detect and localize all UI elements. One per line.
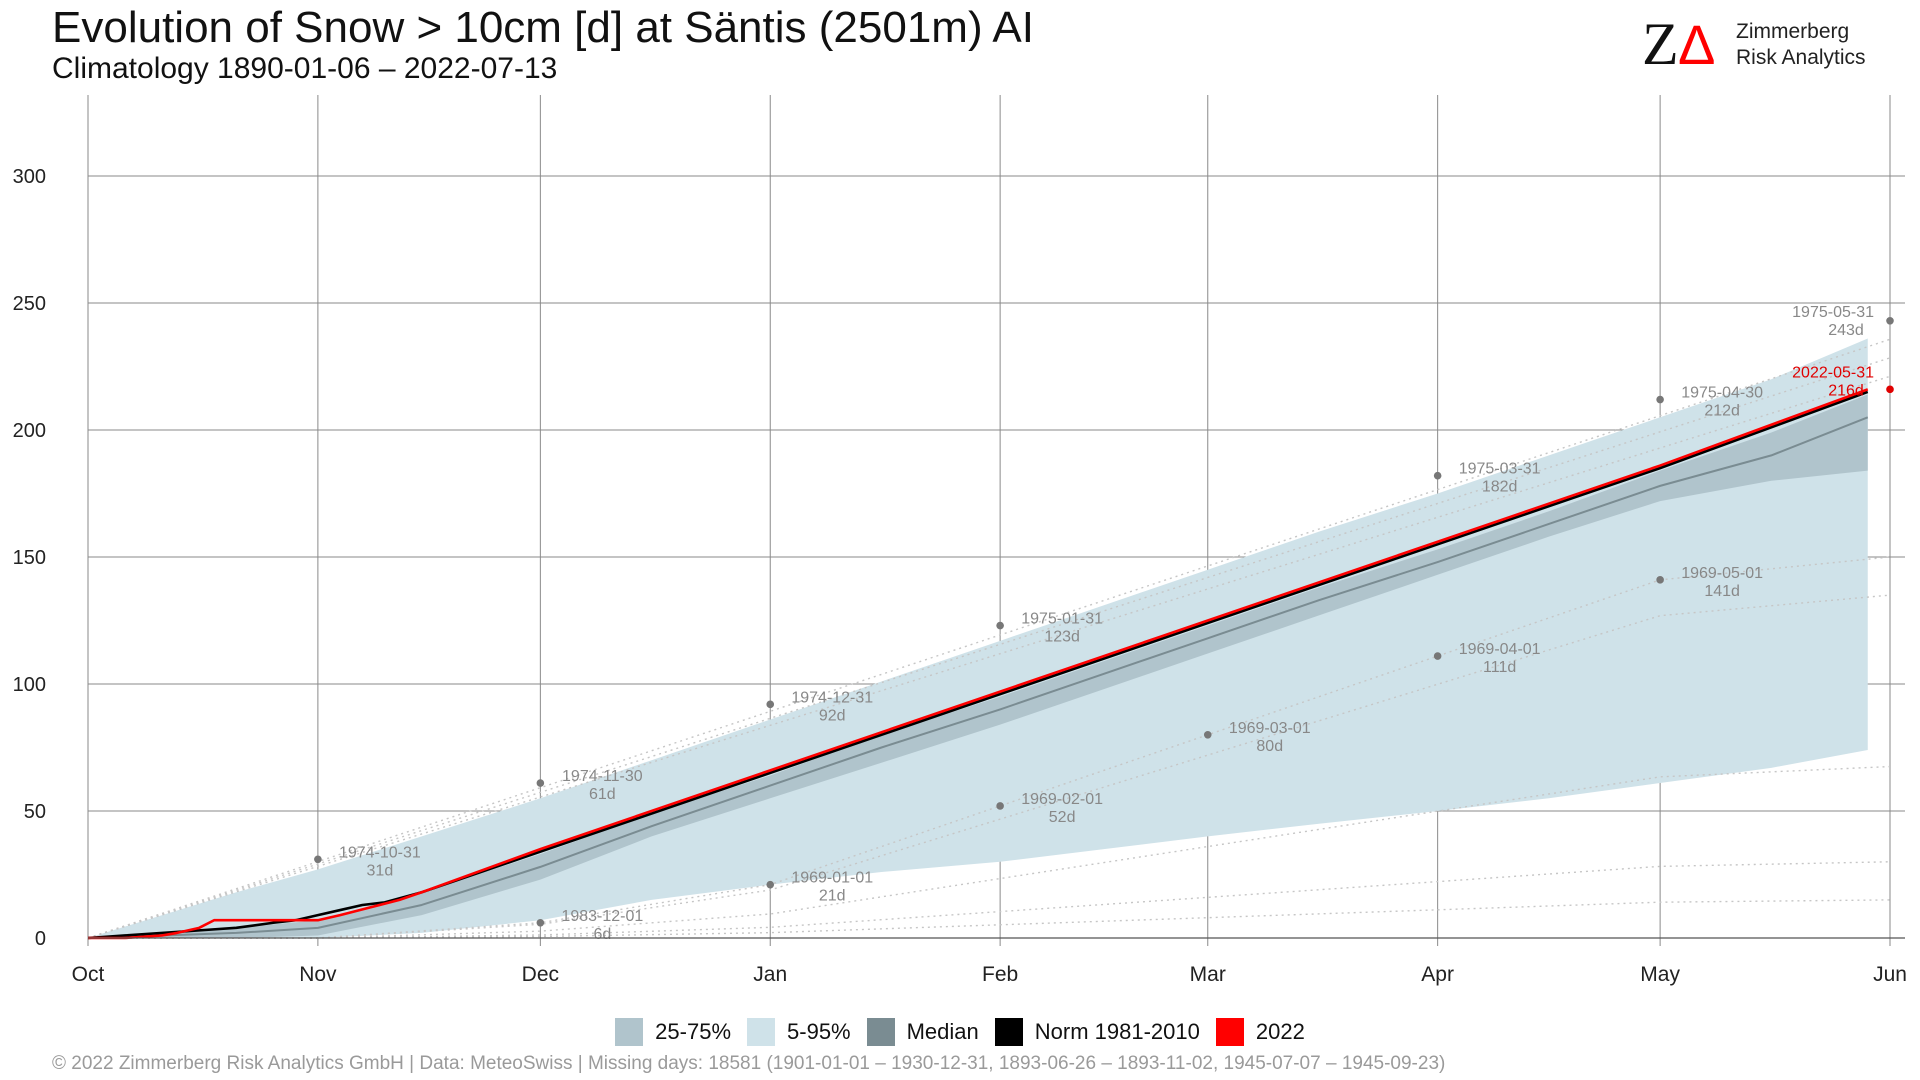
annotation-value: 216d	[1828, 382, 1864, 399]
x-tick-label: Feb	[982, 963, 1018, 986]
series-lines	[87, 388, 1869, 940]
annotation-date: 1969-01-01	[791, 870, 873, 887]
logo-mark-delta: Δ	[1678, 13, 1715, 74]
legend-swatch	[1215, 1018, 1244, 1047]
annotation-date: 1975-01-31	[1021, 611, 1103, 628]
y-tick-label: 150	[13, 547, 46, 569]
annotation-value: 111d	[1483, 659, 1516, 676]
record-max-line	[87, 357, 1891, 939]
legend-item: Median	[866, 1018, 979, 1047]
annotation-point	[1656, 395, 1664, 404]
annotation-date: 1975-03-31	[1459, 461, 1541, 478]
band-5-95-area	[88, 338, 1868, 938]
legend-label: Norm 1981-2010	[1034, 1019, 1200, 1045]
legend-label: Median	[906, 1019, 979, 1045]
y-tick-label: 250	[13, 293, 46, 315]
annotation-value: 21d	[819, 888, 846, 905]
annotation-date: 2022-05-31	[1792, 364, 1874, 381]
legend-swatch	[615, 1018, 644, 1047]
record-max-line	[87, 375, 1891, 939]
x-tick-label: Nov	[299, 963, 337, 986]
legend-item: 5-95%	[747, 1018, 851, 1047]
annotation-point	[1886, 316, 1894, 325]
y-tick-label: 300	[13, 166, 46, 188]
x-tick-label: Mar	[1190, 963, 1226, 986]
annotation-value: 243d	[1828, 322, 1864, 339]
annotation-value: 212d	[1704, 403, 1740, 420]
x-tick-label: Oct	[72, 963, 105, 986]
annotation-value: 123d	[1044, 629, 1080, 646]
record-max-line	[87, 338, 1891, 939]
annotation-value: 92d	[819, 707, 846, 724]
legend-label: 2022	[1255, 1019, 1305, 1045]
x-tick-label: Jan	[753, 963, 787, 986]
y-tick-label: 0	[35, 928, 46, 950]
annotation-date: 1975-04-30	[1681, 385, 1763, 402]
annotation-date: 1975-05-31	[1792, 304, 1874, 321]
annotation-date: 1969-02-01	[1021, 791, 1103, 808]
annotation-value: 61d	[589, 786, 616, 803]
legend-swatch	[747, 1018, 776, 1047]
annotation-point	[1203, 731, 1212, 739]
logo-mark-z: Z	[1642, 12, 1679, 74]
logo-line2: Risk Analytics	[1736, 46, 1866, 69]
series-line-median	[87, 416, 1869, 939]
annotation-point	[314, 855, 322, 864]
company-logo: Z Δ Zimmerberg Risk Analytics	[1642, 12, 1866, 74]
axes: 0 50 100 150 200 250 300 Oct Nov Dec Jan Feb Mar Apr M…	[13, 166, 1907, 986]
record-min-line	[88, 594, 1891, 939]
record-lines	[87, 338, 1891, 939]
annotation-value: 6d	[593, 926, 611, 943]
annotation-point	[766, 700, 775, 709]
series-line-2022	[88, 388, 1869, 940]
annotation-date: 1969-04-01	[1459, 641, 1541, 658]
annotation-date: 1974-10-31	[339, 844, 421, 861]
series-line-norm-1981-2010	[87, 390, 1869, 940]
y-tick-label: 200	[13, 420, 46, 442]
annotation-date: 1969-05-01	[1681, 565, 1763, 582]
x-tick-label: May	[1640, 963, 1680, 986]
logo-line1: Zimmerberg	[1736, 20, 1849, 43]
annotation-date: 1974-11-30	[562, 768, 643, 785]
annotation-value: 182d	[1482, 479, 1518, 496]
x-tick-label: Dec	[522, 963, 559, 986]
record-min-line	[88, 861, 1891, 939]
annotation-point	[996, 621, 1004, 630]
record-min-line	[88, 899, 1891, 939]
annotation-point	[1886, 385, 1894, 394]
y-tick-label: 50	[24, 801, 46, 823]
annotation-value: 80d	[1256, 738, 1283, 755]
annotation-value: 31d	[367, 862, 394, 879]
chart-title: Evolution of Snow > 10cm [d] at Säntis (…	[52, 3, 1034, 52]
footer-credits: © 2022 Zimmerberg Risk Analytics GmbH | …	[52, 1053, 1446, 1074]
annotation-date: 1983-12-01	[561, 908, 643, 925]
legend: 25-75% 5-95% Median Norm 1981-2010 2022	[0, 1018, 1920, 1047]
legend-item: 25-75%	[615, 1018, 732, 1047]
legend-item: 2022	[1215, 1018, 1305, 1047]
annotation-date: 1974-12-31	[791, 689, 873, 706]
annotation-value: 141d	[1704, 583, 1740, 600]
legend-swatch	[866, 1018, 895, 1047]
annotation-point	[536, 918, 545, 927]
annotation-date: 1969-03-01	[1229, 720, 1311, 737]
legend-label: 5-95%	[787, 1019, 851, 1045]
x-tick-label: Jun	[1873, 963, 1907, 986]
record-min-line	[88, 556, 1891, 939]
annotation-point	[536, 779, 545, 787]
x-tick-label: Apr	[1421, 963, 1454, 986]
y-tick-label: 100	[13, 674, 46, 696]
legend-item: Norm 1981-2010	[994, 1018, 1200, 1047]
annotation-point	[996, 802, 1004, 810]
annotation-point	[1433, 471, 1442, 480]
annotation-point	[766, 880, 775, 889]
annotation-point	[1656, 576, 1664, 584]
legend-swatch	[994, 1018, 1023, 1047]
annotation-point	[1433, 652, 1442, 660]
annotation-value: 52d	[1049, 809, 1076, 826]
band-5-95	[88, 338, 1868, 938]
legend-label: 25-75%	[655, 1019, 732, 1045]
chart-subtitle: Climatology 1890-01-06 – 2022-07-13	[52, 52, 558, 85]
